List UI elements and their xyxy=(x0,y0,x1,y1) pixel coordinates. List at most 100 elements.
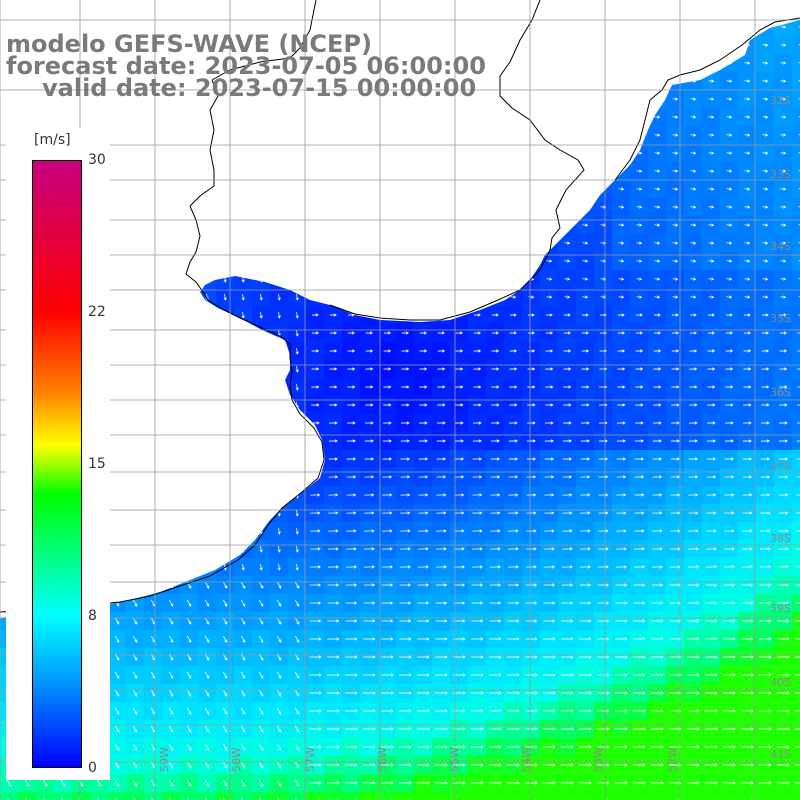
wind-arrow-head xyxy=(767,475,771,479)
wind-arrow-head xyxy=(658,367,662,371)
wind-arrow-head xyxy=(621,187,625,191)
wind-arrow-head xyxy=(260,585,264,589)
wind-arrow-head xyxy=(424,457,429,461)
wind-arrow-head xyxy=(676,403,680,407)
wind-arrow-head xyxy=(533,475,537,479)
wind-arrow-head xyxy=(443,547,447,551)
wind-arrow-head xyxy=(731,511,735,515)
wind-arrow-head xyxy=(767,547,771,551)
wind-arrow-head xyxy=(188,585,192,589)
wind-speed-cell xyxy=(468,792,486,800)
wind-speed-cell xyxy=(288,792,306,800)
wind-arrow-head xyxy=(711,241,715,245)
wind-arrow-head xyxy=(605,583,610,587)
wind-arrow-head xyxy=(424,367,428,371)
wind-arrow-head xyxy=(478,403,482,407)
wind-arrow-head xyxy=(659,565,663,569)
wind-arrow-head xyxy=(785,547,789,551)
wind-arrow-head xyxy=(550,421,554,425)
wind-arrow-head xyxy=(479,493,483,497)
wind-arrow-head xyxy=(461,493,465,497)
wind-arrow-head xyxy=(515,511,519,515)
wind-arrow-head xyxy=(406,421,410,425)
wind-arrow-head xyxy=(749,583,754,587)
wind-arrow-head xyxy=(407,565,411,569)
wind-arrow-head xyxy=(425,493,429,497)
wind-arrow xyxy=(296,293,298,301)
wind-arrow-head xyxy=(657,349,662,353)
wind-speed-cell xyxy=(792,54,800,72)
wind-arrow-head xyxy=(766,421,770,425)
wind-arrow-head xyxy=(730,367,734,371)
wind-arrow-head xyxy=(641,493,645,497)
wind-arrow-head xyxy=(748,457,753,461)
wind-arrow-head xyxy=(694,385,698,389)
wind-arrow-head xyxy=(766,457,771,461)
wind-arrow-head xyxy=(765,169,769,173)
wind-arrow-head xyxy=(783,25,787,29)
wind-arrow-head xyxy=(694,439,698,443)
wind-speed-cell xyxy=(0,792,18,800)
wind-arrow-head xyxy=(785,493,789,497)
wind-arrow-head xyxy=(747,187,751,191)
wind-arrow-head xyxy=(335,565,339,569)
wind-arrow-head xyxy=(711,223,715,227)
wind-arrow-head xyxy=(335,547,339,551)
wind-speed-cell xyxy=(792,306,800,324)
wind-arrow-head xyxy=(568,403,572,407)
wind-arrow-head xyxy=(353,511,357,515)
wind-arrow-head xyxy=(514,403,518,407)
wind-arrow-head xyxy=(747,223,751,227)
wind-arrow-head xyxy=(765,133,769,137)
wind-arrow-head xyxy=(711,169,715,173)
wind-arrow-head xyxy=(477,349,482,353)
wind-arrow-head xyxy=(515,475,519,479)
wind-arrow-head xyxy=(388,367,392,371)
wind-arrow-head xyxy=(785,529,789,533)
wind-arrow-head xyxy=(513,349,518,353)
wind-arrow-head xyxy=(371,565,375,569)
wind-arrow-head xyxy=(695,511,699,515)
wind-arrow xyxy=(278,293,280,301)
wind-arrow-head xyxy=(389,565,393,569)
wind-arrow xyxy=(242,293,244,301)
wind-arrow-head xyxy=(659,475,663,479)
wind-speed-cell xyxy=(522,792,540,800)
wind-arrow-head xyxy=(712,385,716,389)
wind-arrow-head xyxy=(765,205,769,209)
wind-arrow-head xyxy=(295,387,299,391)
wind-arrow-head xyxy=(496,385,500,389)
wind-arrow-head xyxy=(460,421,464,425)
wind-speed-cell xyxy=(684,792,702,800)
wind-arrow-head xyxy=(640,439,644,443)
wind-arrow-head xyxy=(479,511,483,515)
wind-arrow-head xyxy=(479,565,483,569)
wind-arrow-head xyxy=(549,313,553,317)
wind-arrow-head xyxy=(765,97,769,101)
wind-arrow-head xyxy=(675,277,679,281)
wind-arrow-head xyxy=(387,349,392,353)
wind-speed-cell xyxy=(792,504,800,522)
wind-arrow-head xyxy=(693,259,697,263)
wind-arrow-head xyxy=(658,385,662,389)
wind-speed-cell xyxy=(792,198,800,216)
wind-arrow-head xyxy=(622,439,626,443)
wind-arrow-head xyxy=(657,223,661,227)
wind-arrow-head xyxy=(443,565,447,569)
wind-arrow-head xyxy=(622,367,626,371)
wind-speed-cell xyxy=(396,792,414,800)
wind-arrow-head xyxy=(731,565,735,569)
wind-arrow-head xyxy=(747,133,751,137)
wind-arrow-head xyxy=(496,403,500,407)
wind-arrow-head xyxy=(334,385,338,389)
wind-arrow-head xyxy=(623,511,627,515)
wind-arrow-head xyxy=(370,457,375,461)
wind-arrow-head xyxy=(639,187,643,191)
wind-arrow-head xyxy=(316,421,320,425)
wind-arrow-head xyxy=(766,403,770,407)
wind-arrow-head xyxy=(747,331,751,335)
wind-arrow-head xyxy=(405,331,409,335)
wind-arrow-head xyxy=(676,385,680,389)
wind-arrow-head xyxy=(676,367,680,371)
wind-speed-cell xyxy=(792,180,800,198)
